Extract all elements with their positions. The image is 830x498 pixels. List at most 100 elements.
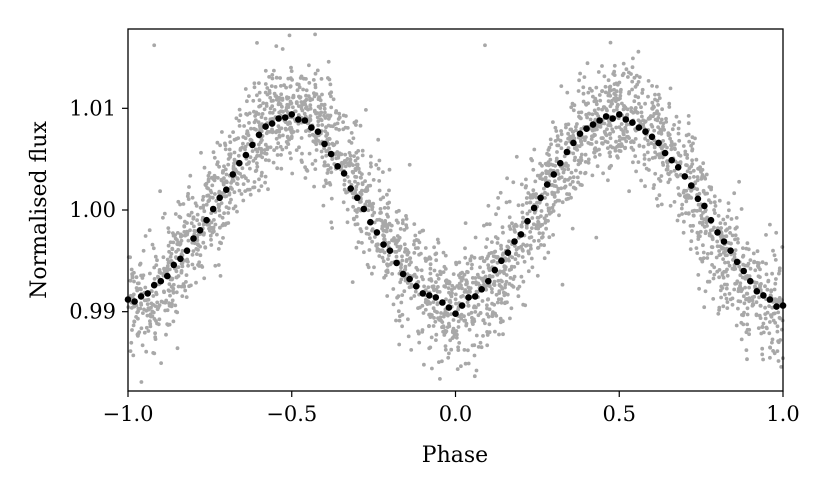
raw-point [474,368,479,373]
raw-point [740,287,745,292]
raw-point [238,113,243,118]
raw-point [195,252,199,256]
raw-point [284,127,288,132]
raw-point [262,107,267,112]
raw-point [508,316,512,321]
binned-point [157,277,165,285]
raw-point [530,265,535,270]
raw-point [434,338,438,342]
raw-point [575,175,580,180]
raw-point [346,161,350,166]
binned-point [543,181,551,188]
raw-point [701,243,705,248]
raw-point [514,247,519,252]
raw-point [297,94,301,99]
raw-point [492,279,497,284]
raw-point [496,196,500,200]
raw-point [251,98,256,103]
raw-point [162,266,166,271]
raw-point [227,147,232,152]
raw-point [769,288,774,293]
raw-point [380,255,385,260]
raw-point [399,262,404,267]
raw-point [269,99,274,103]
raw-point [685,153,689,157]
raw-point [155,321,159,326]
raw-point [689,239,694,244]
raw-point [529,246,533,251]
raw-point [603,84,608,89]
raw-point [218,274,223,278]
binned-point [458,302,466,309]
raw-point [334,126,339,131]
raw-point [165,308,170,313]
raw-point [487,307,492,312]
raw-point [297,145,301,150]
raw-point [436,240,441,245]
binned-point [275,115,282,122]
raw-point [586,157,591,162]
raw-point [724,228,728,233]
raw-point [659,174,664,178]
raw-point [680,212,684,216]
binned-point [622,116,630,123]
raw-point [741,294,746,299]
raw-point [358,123,363,128]
raw-point [606,178,610,183]
raw-point [524,177,528,182]
raw-point [594,111,598,116]
raw-point [462,318,467,323]
raw-point [736,240,740,245]
raw-point [746,247,751,252]
raw-point [231,166,236,171]
raw-point [174,290,179,295]
binned-point [314,128,322,135]
raw-point [476,302,481,307]
raw-point [650,124,655,129]
raw-point [495,273,500,277]
raw-point [760,352,765,357]
raw-point [642,162,647,167]
raw-point [529,157,533,161]
raw-point [637,144,642,148]
raw-point [717,198,722,203]
raw-point [371,201,376,206]
raw-point [360,148,365,153]
raw-point [355,165,360,170]
raw-point [632,99,637,104]
raw-point [209,237,213,242]
raw-point [660,160,665,165]
raw-point [520,255,525,259]
raw-point [661,124,665,129]
raw-point [395,234,400,238]
raw-point [260,170,264,175]
raw-point [629,106,634,110]
raw-point [391,238,396,243]
raw-point [446,355,451,360]
raw-point [421,228,426,233]
raw-point [481,279,486,283]
binned-point [183,247,191,254]
raw-point [680,202,685,207]
raw-point [703,176,708,181]
binned-point [720,238,728,245]
raw-point [310,132,315,137]
raw-point [737,264,742,269]
raw-point [620,73,625,78]
raw-point [394,254,399,259]
raw-point [385,294,390,298]
raw-point [747,285,751,290]
raw-point [667,132,672,137]
raw-point [707,279,712,284]
raw-point [765,326,769,331]
raw-point [594,102,599,107]
raw-point [274,145,279,150]
raw-point [498,320,503,325]
raw-point [510,255,515,260]
raw-point [307,63,311,68]
raw-point [213,222,218,227]
raw-point [436,276,441,281]
raw-point [578,71,582,76]
raw-point [555,198,560,203]
raw-point [236,176,240,181]
